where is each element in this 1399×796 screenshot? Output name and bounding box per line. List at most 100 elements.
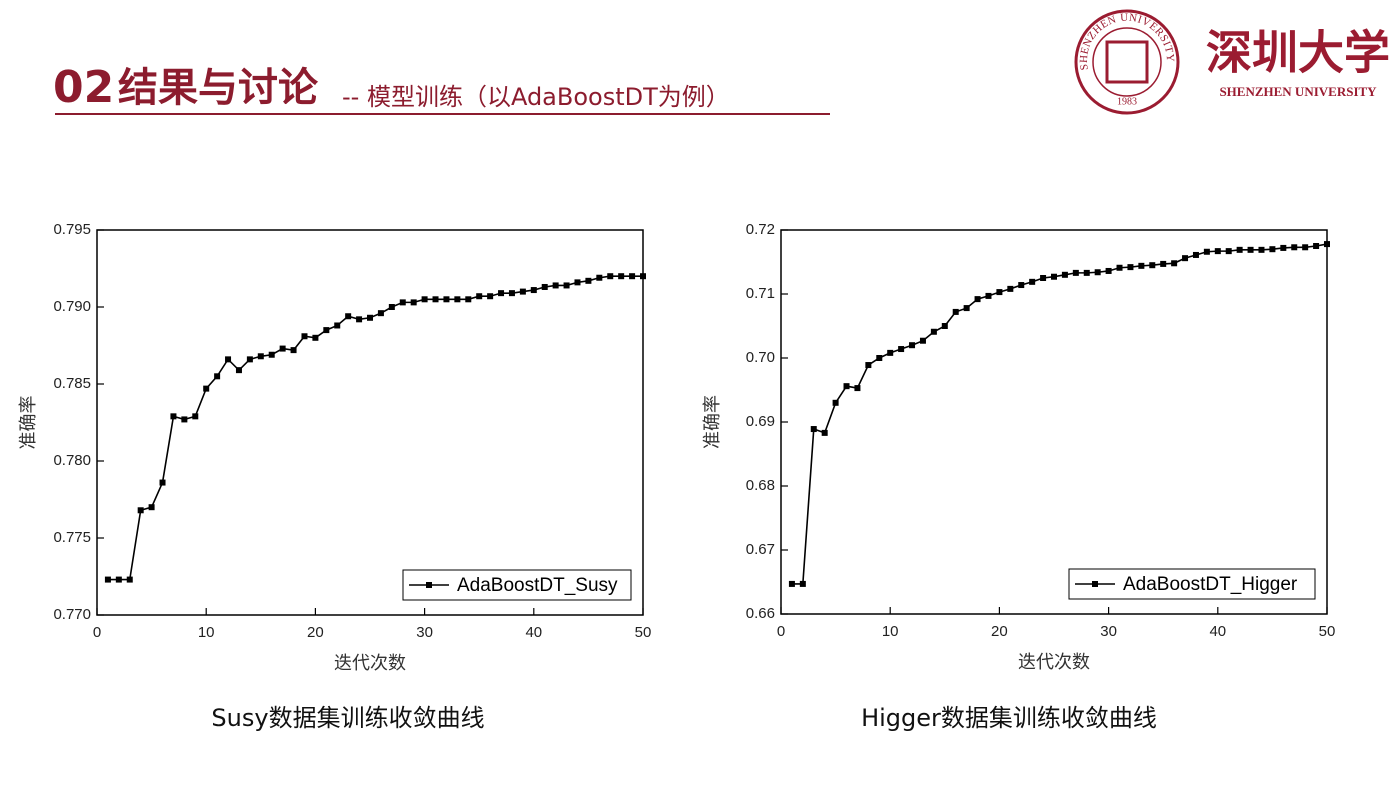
point bbox=[799, 580, 806, 587]
point bbox=[1018, 282, 1025, 289]
point bbox=[941, 323, 948, 329]
point bbox=[508, 290, 515, 297]
y-tick-label: 0.68 bbox=[746, 477, 775, 494]
point bbox=[465, 296, 472, 303]
point bbox=[1203, 248, 1210, 255]
point bbox=[1313, 243, 1320, 249]
point bbox=[203, 385, 210, 392]
y-tick-label: 0.775 bbox=[53, 529, 91, 546]
point bbox=[876, 355, 883, 361]
point bbox=[290, 347, 297, 354]
point bbox=[985, 292, 992, 299]
point bbox=[821, 429, 828, 436]
point bbox=[432, 296, 439, 303]
point bbox=[854, 385, 861, 392]
point bbox=[1160, 260, 1167, 267]
point bbox=[170, 413, 177, 420]
point bbox=[1094, 269, 1101, 276]
point bbox=[214, 373, 221, 380]
y-tick-label: 0.72 bbox=[746, 221, 775, 238]
point bbox=[367, 314, 373, 321]
point bbox=[1127, 264, 1134, 271]
point bbox=[279, 345, 286, 352]
series-line bbox=[791, 243, 1328, 585]
y-axis-label: 准确率 bbox=[18, 396, 39, 450]
point bbox=[443, 296, 450, 303]
point bbox=[1040, 275, 1047, 281]
point bbox=[104, 576, 111, 583]
point bbox=[640, 273, 646, 280]
point bbox=[487, 293, 494, 300]
seal-inner bbox=[1092, 27, 1162, 97]
point bbox=[898, 346, 905, 353]
point bbox=[574, 279, 581, 286]
point bbox=[1083, 269, 1090, 276]
point bbox=[596, 274, 603, 281]
point bbox=[345, 313, 352, 320]
point bbox=[1138, 262, 1145, 269]
point bbox=[963, 305, 970, 312]
legend-label: AdaBoostDT_Susy bbox=[457, 575, 618, 596]
y-tick-label: 0.71 bbox=[746, 285, 775, 302]
point bbox=[1171, 260, 1178, 267]
y-tick-label: 0.69 bbox=[746, 413, 775, 430]
point bbox=[1324, 241, 1330, 248]
point bbox=[1182, 255, 1189, 262]
point bbox=[1247, 246, 1254, 253]
logo-name: 深圳大学 bbox=[1206, 28, 1390, 79]
point bbox=[126, 576, 133, 583]
point bbox=[476, 293, 483, 300]
point bbox=[974, 296, 981, 303]
point bbox=[1105, 267, 1112, 274]
point bbox=[137, 507, 144, 514]
x-tick-label: 0 bbox=[93, 624, 101, 641]
x-tick-label: 10 bbox=[882, 623, 899, 640]
x-tick-label: 30 bbox=[416, 624, 433, 641]
point bbox=[192, 413, 199, 420]
point bbox=[930, 328, 937, 335]
point bbox=[607, 273, 614, 280]
point bbox=[334, 322, 341, 329]
x-tick-label: 40 bbox=[525, 624, 542, 641]
y-tick-label: 0.770 bbox=[53, 606, 91, 623]
point bbox=[312, 334, 319, 341]
point bbox=[1116, 264, 1123, 271]
point bbox=[268, 351, 275, 358]
logo: SHENZHEN UNIVERSITY 1983 深圳大学 SHENZHEN U… bbox=[1074, 9, 1390, 115]
section-title: 结果与讨论 bbox=[118, 65, 319, 111]
y-tick-label: 0.790 bbox=[53, 298, 91, 315]
point bbox=[843, 383, 850, 390]
point bbox=[909, 342, 916, 349]
point bbox=[530, 287, 537, 294]
point bbox=[1029, 278, 1036, 285]
point bbox=[585, 277, 592, 284]
point bbox=[356, 316, 363, 323]
point bbox=[629, 273, 636, 280]
point bbox=[887, 349, 894, 356]
point bbox=[1192, 251, 1199, 258]
logo-name-en: SHENZHEN UNIVERSITY bbox=[1219, 84, 1377, 99]
point bbox=[148, 504, 155, 511]
point bbox=[1280, 244, 1287, 251]
legend-marker bbox=[426, 582, 432, 588]
section-subtitle: -- 模型训练（以AdaBoostDT为例） bbox=[342, 83, 730, 111]
y-tick-label: 0.66 bbox=[746, 605, 775, 622]
legend-marker bbox=[1092, 581, 1098, 587]
x-tick-label: 40 bbox=[1209, 623, 1226, 640]
section-number: 02 bbox=[53, 62, 114, 113]
point bbox=[181, 416, 188, 423]
seal-outer bbox=[1074, 9, 1180, 115]
x-tick-label: 50 bbox=[1319, 623, 1336, 640]
point bbox=[421, 296, 428, 303]
point bbox=[952, 308, 959, 315]
x-tick-label: 20 bbox=[307, 624, 324, 641]
point bbox=[1061, 271, 1068, 278]
point bbox=[519, 288, 526, 295]
point bbox=[454, 296, 461, 303]
y-tick-label: 0.780 bbox=[53, 452, 91, 469]
x-tick-label: 50 bbox=[635, 624, 652, 641]
plot-frame bbox=[780, 229, 1328, 615]
point bbox=[498, 290, 505, 297]
point bbox=[1302, 244, 1309, 251]
